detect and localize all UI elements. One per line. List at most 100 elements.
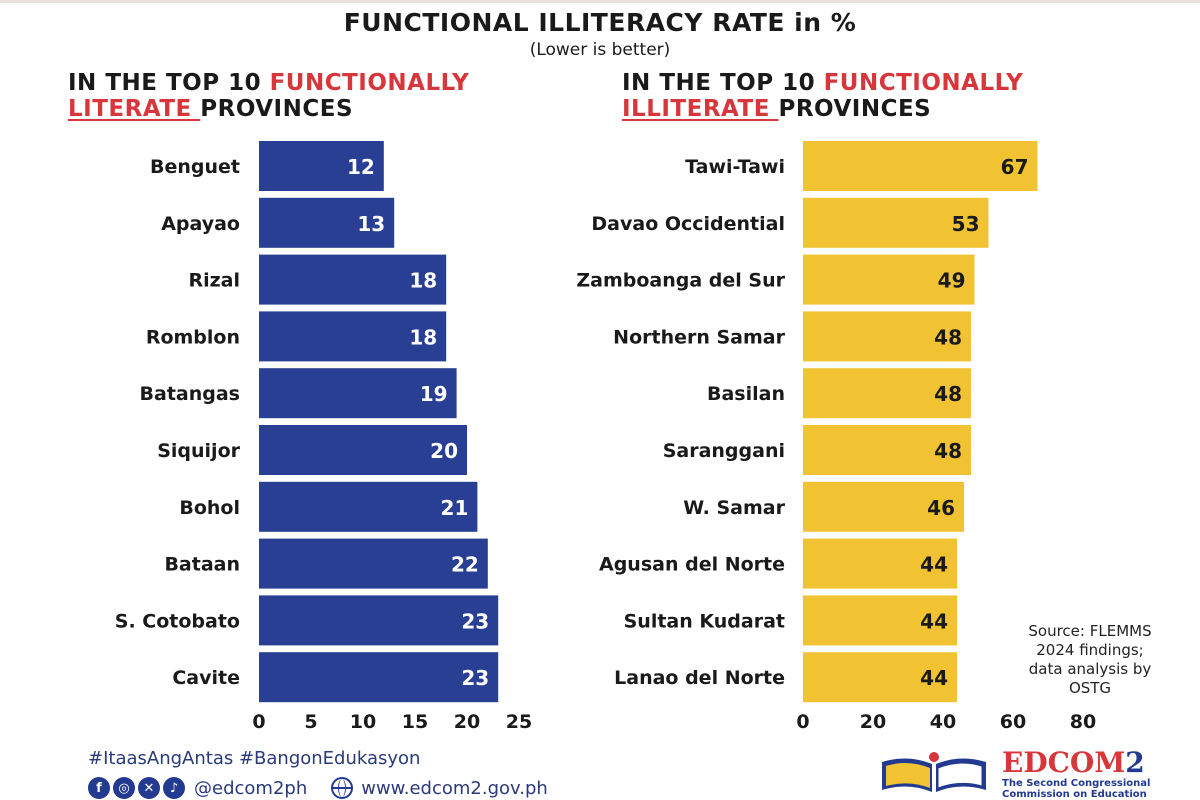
tiktok-icon[interactable]: ♪ xyxy=(163,777,185,799)
right-bar xyxy=(803,538,957,589)
left-value-label: 12 xyxy=(347,155,375,179)
right-bar xyxy=(803,141,1038,191)
left-value-label: 13 xyxy=(357,212,385,236)
left-value-label: 19 xyxy=(420,382,448,406)
right-category-label: Lanao del Norte xyxy=(614,667,785,689)
left-x-tick: 25 xyxy=(506,711,532,733)
right-category-label: Sultan Kudarat xyxy=(624,610,785,632)
right-value-label: 46 xyxy=(927,496,955,520)
left-category-label: Bohol xyxy=(179,497,240,519)
left-x-tick: 5 xyxy=(304,711,317,733)
right-bar xyxy=(803,595,957,646)
right-value-label: 48 xyxy=(934,382,962,406)
instagram-icon[interactable]: ◎ xyxy=(113,777,135,799)
right-bar xyxy=(803,652,957,703)
left-bar xyxy=(259,141,384,191)
right-heading-highlight: FUNCTIONALLY xyxy=(823,70,1024,96)
source-note: Source: FLEMMS 2024 findings; data analy… xyxy=(990,622,1190,698)
right-value-label: 44 xyxy=(920,609,948,633)
source-line: 2024 findings; xyxy=(1036,641,1144,659)
left-panel-heading: IN THE TOP 10 FUNCTIONALLY LITERATE PROV… xyxy=(68,70,588,122)
left-bar xyxy=(259,254,447,305)
x-icon[interactable]: ✕ xyxy=(138,777,160,799)
left-x-tick: 15 xyxy=(402,711,428,733)
edcom-book-logo-icon xyxy=(882,752,986,792)
left-value-label: 22 xyxy=(451,553,479,577)
left-heading-highlight-2: LITERATE xyxy=(68,96,201,122)
right-x-tick: 80 xyxy=(1070,711,1096,733)
logo-name: EDCOM xyxy=(1002,746,1126,779)
right-panel-heading: IN THE TOP 10 FUNCTIONALLY ILLITERATE PR… xyxy=(622,70,1142,122)
right-category-label: Northern Samar xyxy=(613,326,785,348)
left-value-label: 23 xyxy=(461,609,489,633)
left-category-label: S. Cotobato xyxy=(115,610,240,632)
left-value-label: 20 xyxy=(430,439,458,463)
edcom-logo: EDCOM2 The Second Congressional Commissi… xyxy=(1002,748,1192,800)
right-bar xyxy=(803,311,971,362)
right-category-label: Basilan xyxy=(707,383,785,405)
right-value-label: 44 xyxy=(920,553,948,577)
left-value-label: 18 xyxy=(409,269,437,293)
logo-number: 2 xyxy=(1125,746,1145,779)
logo-subtitle-1: The Second Congressional xyxy=(1002,778,1151,789)
chart-title: FUNCTIONAL ILLITERACY RATE in % xyxy=(343,8,857,37)
source-line: OSTG xyxy=(1068,679,1112,697)
website-link[interactable]: www.edcom2.gov.ph xyxy=(361,777,548,799)
right-bar xyxy=(803,368,971,419)
right-bar xyxy=(803,481,964,532)
left-value-label: 23 xyxy=(461,666,489,690)
right-heading-highlight-2: ILLITERATE xyxy=(622,96,779,122)
right-value-label: 53 xyxy=(952,212,980,236)
right-bar xyxy=(803,425,971,475)
left-category-label: Siquijor xyxy=(157,440,240,462)
globe-icon xyxy=(331,777,354,799)
right-category-label: Agusan del Norte xyxy=(599,554,785,576)
right-x-tick: 60 xyxy=(1000,711,1026,733)
left-category-label: Bataan xyxy=(164,554,240,576)
social-handle[interactable]: @edcom2ph xyxy=(194,777,308,799)
social-row: f ◎ ✕ ♪ @edcom2ph www.edcom2.gov.ph xyxy=(88,776,548,800)
left-bar xyxy=(259,538,488,589)
left-category-label: Romblon xyxy=(146,326,240,348)
left-category-label: Rizal xyxy=(188,270,240,292)
left-bar xyxy=(259,368,457,419)
left-x-tick: 10 xyxy=(350,711,376,733)
right-value-label: 48 xyxy=(934,439,962,463)
right-category-label: Saranggani xyxy=(663,440,785,462)
right-bar xyxy=(803,254,975,305)
left-bar xyxy=(259,197,395,248)
source-line: data analysis by xyxy=(1028,660,1152,678)
left-bar xyxy=(259,425,467,475)
left-bar xyxy=(259,595,499,646)
left-category-label: Batangas xyxy=(140,383,240,405)
left-category-label: Benguet xyxy=(150,156,240,178)
left-category-label: Cavite xyxy=(172,667,240,689)
left-category-label: Apayao xyxy=(161,213,240,235)
right-value-label: 67 xyxy=(1001,155,1029,179)
left-heading-post: PROVINCES xyxy=(200,96,354,122)
logo-subtitle-2: Commission on Education xyxy=(1002,789,1147,800)
right-value-label: 44 xyxy=(920,666,948,690)
right-category-label: Zamboanga del Sur xyxy=(576,270,785,292)
right-value-label: 49 xyxy=(938,269,966,293)
left-heading-pre: IN THE TOP 10 xyxy=(68,70,270,96)
right-value-label: 48 xyxy=(934,325,962,349)
right-heading-pre: IN THE TOP 10 xyxy=(622,70,824,96)
right-category-label: Davao Occidential xyxy=(591,213,785,235)
hashtags: #ItaasAngAntas #BangonEdukasyon xyxy=(88,748,421,769)
right-x-tick: 40 xyxy=(930,711,956,733)
left-bar xyxy=(259,481,478,532)
left-value-label: 18 xyxy=(409,325,437,349)
top-rule xyxy=(0,0,1200,3)
left-x-tick: 0 xyxy=(252,711,265,733)
left-bar xyxy=(259,311,447,362)
right-x-tick: 0 xyxy=(796,711,809,733)
chart-subtitle: (Lower is better) xyxy=(529,40,671,60)
facebook-icon[interactable]: f xyxy=(88,777,110,799)
left-bar xyxy=(259,652,499,703)
left-x-tick: 20 xyxy=(454,711,480,733)
left-value-label: 21 xyxy=(441,496,469,520)
source-line: Source: FLEMMS xyxy=(1028,622,1152,640)
right-category-label: W. Samar xyxy=(683,497,785,519)
